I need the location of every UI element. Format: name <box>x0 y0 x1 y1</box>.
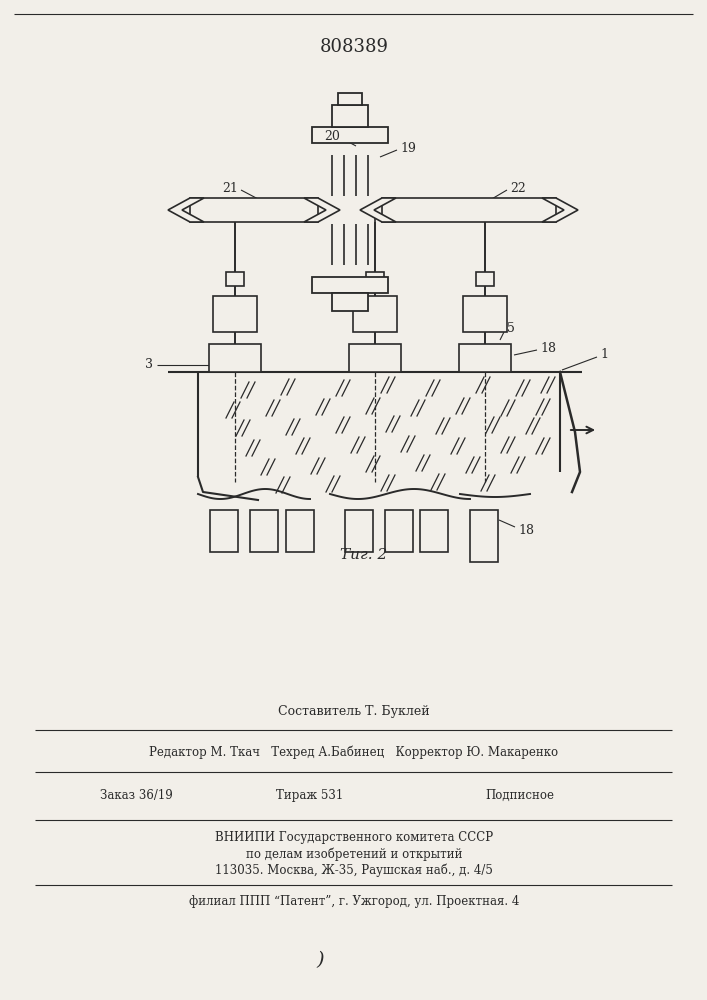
Bar <box>332 105 368 127</box>
Bar <box>250 510 278 552</box>
Bar <box>476 272 494 286</box>
Text: 18: 18 <box>540 342 556 355</box>
Bar <box>349 344 401 372</box>
Polygon shape <box>168 198 204 222</box>
Bar <box>459 344 511 372</box>
Bar <box>286 510 314 552</box>
Bar <box>345 510 373 552</box>
Bar <box>463 296 507 332</box>
Bar <box>338 93 362 105</box>
Bar <box>210 510 238 552</box>
Bar <box>209 344 261 372</box>
Text: ): ) <box>316 951 324 969</box>
Text: Τиг. 2: Τиг. 2 <box>340 548 387 562</box>
Polygon shape <box>360 198 396 222</box>
Bar <box>213 296 257 332</box>
Polygon shape <box>542 198 578 222</box>
Bar <box>366 272 384 286</box>
Text: филиал ППП “Патент”, г. Ужгород, ул. Проектная. 4: филиал ППП “Патент”, г. Ужгород, ул. Про… <box>189 896 519 908</box>
Text: по делам изобретений и открытий: по делам изобретений и открытий <box>246 847 462 861</box>
Bar <box>312 127 388 143</box>
Text: 113035. Москва, Ж-35, Раушская наб., д. 4/5: 113035. Москва, Ж-35, Раушская наб., д. … <box>215 863 493 877</box>
Text: Тираж 531: Тираж 531 <box>276 788 344 802</box>
Text: Подписное: Подписное <box>486 788 554 802</box>
Bar <box>420 510 448 552</box>
Text: 5: 5 <box>507 322 515 334</box>
Bar <box>382 198 556 222</box>
Text: 808389: 808389 <box>320 38 389 56</box>
Bar <box>353 296 397 332</box>
Text: 3: 3 <box>145 359 153 371</box>
Text: 1: 1 <box>600 349 608 361</box>
Text: Составитель Т. Буклей: Составитель Т. Буклей <box>278 706 430 718</box>
Text: Заказ 36/19: Заказ 36/19 <box>100 788 173 802</box>
Bar <box>190 198 318 222</box>
Text: 22: 22 <box>510 182 526 194</box>
Bar <box>226 272 244 286</box>
Text: 20: 20 <box>324 130 340 143</box>
Bar <box>385 510 413 552</box>
Bar <box>470 510 498 562</box>
Text: 19: 19 <box>400 141 416 154</box>
Text: 18: 18 <box>518 524 534 536</box>
Text: ВНИИПИ Государственного комитета СССР: ВНИИПИ Государственного комитета СССР <box>215 832 493 844</box>
Polygon shape <box>304 198 340 222</box>
Text: Редактор М. Ткач   Техред А.Бабинец   Корректор Ю. Макаренко: Редактор М. Ткач Техред А.Бабинец Коррек… <box>149 745 559 759</box>
Bar <box>332 293 368 311</box>
Bar <box>312 277 388 293</box>
Text: 21: 21 <box>222 182 238 194</box>
